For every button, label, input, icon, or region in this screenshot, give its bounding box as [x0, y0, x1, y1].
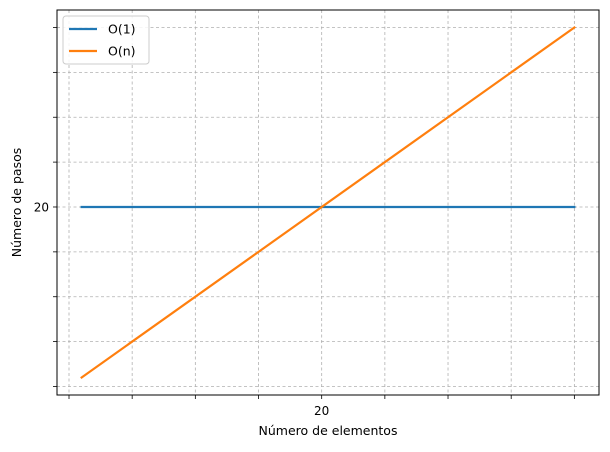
- x-tick-label: 20: [314, 404, 329, 418]
- x-axis-label: Número de elementos: [259, 423, 398, 438]
- legend: O(1) O(n): [62, 15, 150, 65]
- legend-label: O(1): [108, 22, 136, 37]
- legend-box: [62, 15, 150, 65]
- y-tick-label: 20: [34, 200, 49, 214]
- legend-label: O(n): [108, 44, 136, 59]
- series-line-on: [80, 25, 576, 380]
- plot-frame: [56, 9, 600, 396]
- y-axis-label: Número de pasos: [9, 148, 24, 258]
- series-layer: [80, 25, 576, 380]
